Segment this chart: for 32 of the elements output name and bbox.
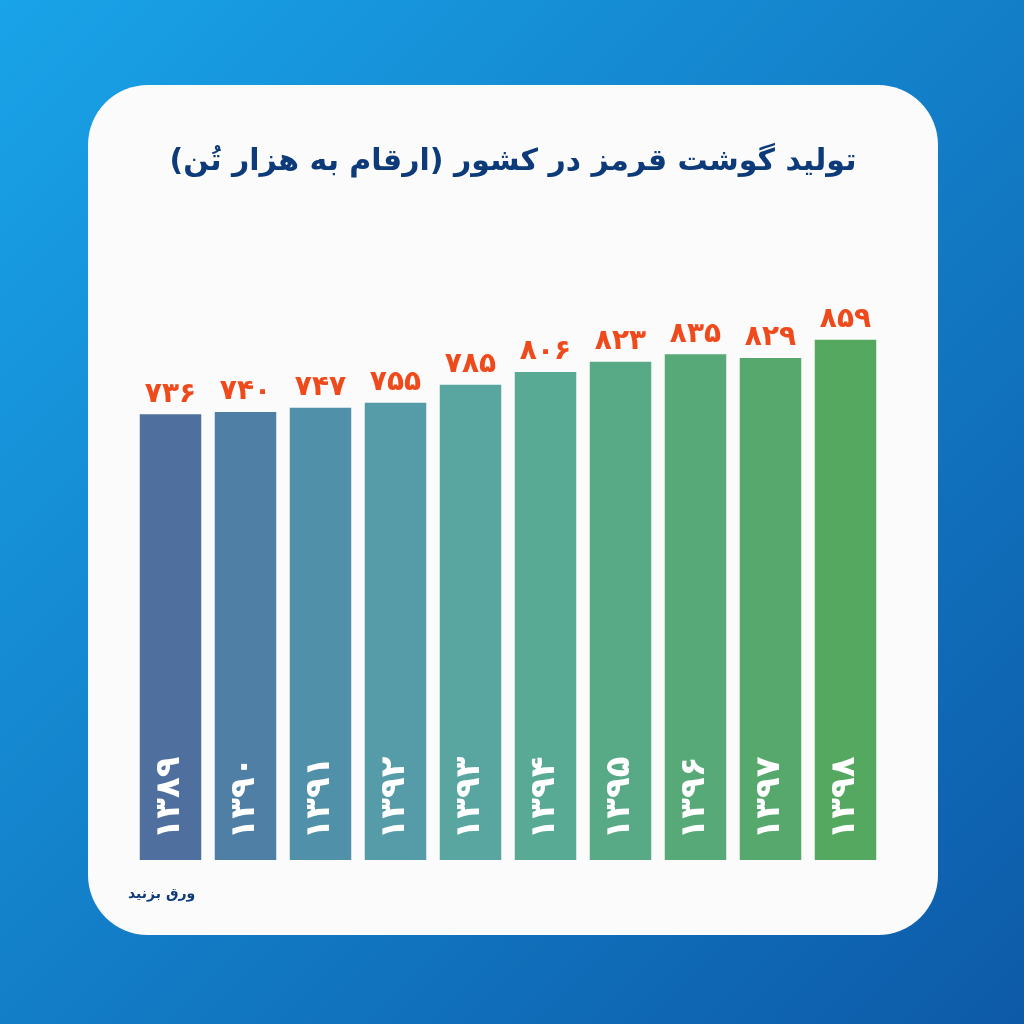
chart-title: تولید گوشت قرمز در کشور (ارقام به هزار تُن) <box>168 141 858 180</box>
bar <box>514 371 577 860</box>
bar <box>814 339 877 860</box>
text: ورق بزنید <box>128 885 196 901</box>
data-label: ۷۵۵ <box>369 364 422 398</box>
x-tick-label: ۱۳۸۹ <box>147 756 188 840</box>
data-label: ۸۵۹ <box>819 301 872 335</box>
data-label: ۷۳۶ <box>144 375 197 409</box>
bar <box>664 354 727 860</box>
x-tick-label: ۱۳۹۶ <box>672 756 713 840</box>
bar <box>439 384 502 860</box>
x-tick-label: ۱۳۹۷ <box>747 756 788 840</box>
data-label: ۷۸۵ <box>444 345 497 379</box>
bar <box>589 361 652 860</box>
x-tick-label: ۱۳۹۱ <box>297 756 338 840</box>
data-label: ۷۴۰ <box>219 373 272 407</box>
bar <box>739 357 802 860</box>
bar <box>289 407 352 860</box>
data-label: ۸۲۳ <box>594 322 647 356</box>
x-tick-label: ۱۳۹۲ <box>372 756 413 840</box>
data-label: ۸۲۹ <box>744 319 797 353</box>
x-tick-label: ۱۳۹۰ <box>222 756 263 840</box>
bar <box>214 411 277 860</box>
data-label: ۸۰۶ <box>519 333 572 367</box>
x-tick-label: ۱۳۹۴ <box>522 756 563 840</box>
bar <box>139 414 202 860</box>
x-tick-label: ۱۳۹۸ <box>822 756 863 840</box>
data-label: ۸۳۵ <box>669 315 722 349</box>
x-tick-label: ۱۳۹۳ <box>447 756 488 840</box>
bar <box>364 402 427 860</box>
x-tick-label: ۱۳۹۵ <box>597 756 638 840</box>
data-label: ۷۴۷ <box>294 368 347 402</box>
